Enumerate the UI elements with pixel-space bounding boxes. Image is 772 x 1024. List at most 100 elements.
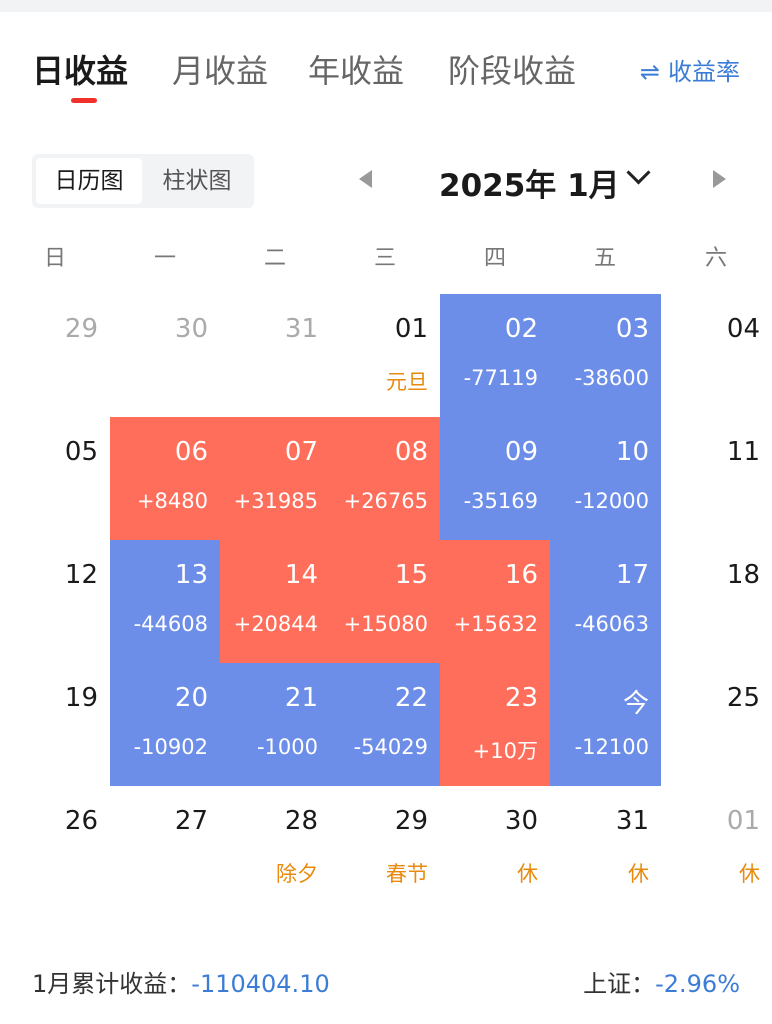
- calendar-day-cell[interactable]: 29: [0, 294, 110, 417]
- bar-view-button[interactable]: 柱状图: [162, 168, 232, 194]
- day-number: 今: [622, 689, 649, 719]
- holiday-label: 元旦: [386, 370, 428, 394]
- calendar-day-cell[interactable]: 01 元旦: [330, 294, 440, 417]
- return-rate-toggle[interactable]: ⇌ 收益率: [640, 52, 740, 87]
- previous-month-icon[interactable]: [359, 170, 372, 188]
- calendar-day-cell[interactable]: 03 -38600: [550, 294, 661, 417]
- daily-return-value: -46063: [574, 612, 649, 636]
- daily-return-value: -44608: [133, 612, 208, 636]
- calendar-day-cell[interactable]: 28 除夕: [220, 786, 330, 909]
- daily-return-value: +26765: [343, 489, 428, 513]
- calendar-day-cell[interactable]: 14 +20844: [220, 540, 330, 663]
- day-number: 03: [615, 314, 649, 344]
- calendar-day-cell[interactable]: 25: [661, 663, 772, 786]
- calendar-day-cell[interactable]: 16 +15632: [440, 540, 550, 663]
- calendar-day-cell[interactable]: 19: [0, 663, 110, 786]
- holiday-label: 春节: [386, 862, 428, 886]
- weekday-label: 二: [263, 246, 286, 271]
- calendar-day-cell[interactable]: 12: [0, 540, 110, 663]
- cumulative-return-label: 1月累计收益：: [32, 970, 192, 998]
- weekday-label: 五: [593, 246, 616, 271]
- day-number: 29: [394, 806, 428, 836]
- calendar-day-cell[interactable]: 07 +31985: [220, 417, 330, 540]
- calendar-day-cell[interactable]: 06 +8480: [110, 417, 220, 540]
- daily-return-value: -1000: [256, 735, 318, 759]
- daily-return-value: -12100: [574, 735, 649, 759]
- tab-period[interactable]: 阶段收益: [448, 52, 577, 90]
- next-month-icon[interactable]: [713, 170, 726, 188]
- day-number: 23: [504, 683, 538, 713]
- chevron-down-icon[interactable]: [626, 160, 651, 185]
- month-navigation: 2025年 1月: [340, 150, 740, 210]
- day-number: 12: [64, 560, 98, 590]
- day-number: 15: [394, 560, 428, 590]
- day-number: 09: [504, 437, 538, 467]
- day-number: 17: [615, 560, 649, 590]
- day-number: 11: [726, 437, 760, 467]
- day-number: 30: [174, 314, 208, 344]
- calendar-day-cell[interactable]: 04: [661, 294, 772, 417]
- calendar-day-cell[interactable]: 17 -46063: [550, 540, 661, 663]
- calendar-day-cell[interactable]: 31: [220, 294, 330, 417]
- day-number: 18: [726, 560, 760, 590]
- calendar-day-cell[interactable]: 13 -44608: [110, 540, 220, 663]
- day-number: 20: [174, 683, 208, 713]
- calendar-day-cell[interactable]: 20 -10902: [110, 663, 220, 786]
- calendar-day-cell[interactable]: 今 -12100: [550, 663, 661, 786]
- calendar-day-cell[interactable]: 22 -54029: [330, 663, 440, 786]
- tab-yearly[interactable]: 年收益: [308, 52, 405, 90]
- calendar-day-cell[interactable]: 27: [110, 786, 220, 909]
- holiday-label: 休: [517, 862, 538, 886]
- daily-return-value: -38600: [574, 366, 649, 390]
- day-number: 08: [394, 437, 428, 467]
- index-change: 上证：-2.96%: [583, 964, 740, 999]
- calendar-view-button[interactable]: 日历图: [36, 158, 142, 204]
- day-number: 14: [284, 560, 318, 590]
- active-tab-indicator: [71, 98, 97, 103]
- calendar-day-cell[interactable]: 21 -1000: [220, 663, 330, 786]
- weekday-label: 六: [704, 246, 727, 271]
- day-number: 01: [394, 314, 428, 344]
- calendar-day-cell[interactable]: 18: [661, 540, 772, 663]
- cumulative-return-value: -110404.10: [191, 970, 330, 998]
- calendar-day-cell[interactable]: 08 +26765: [330, 417, 440, 540]
- calendar-day-cell[interactable]: 11: [661, 417, 772, 540]
- holiday-label: 休: [739, 862, 760, 886]
- daily-return-value: -10902: [133, 735, 208, 759]
- day-number: 07: [284, 437, 318, 467]
- calendar-day-cell[interactable]: 10 -12000: [550, 417, 661, 540]
- daily-return-value: -54029: [353, 735, 428, 759]
- day-number: 01: [726, 806, 760, 836]
- swap-arrows-icon: ⇌: [639, 58, 660, 86]
- daily-return-value: +20844: [233, 612, 318, 636]
- calendar-day-cell[interactable]: 26: [0, 786, 110, 909]
- day-number: 26: [64, 806, 98, 836]
- calendar-day-cell[interactable]: 05: [0, 417, 110, 540]
- tab-monthly[interactable]: 月收益: [172, 52, 269, 90]
- calendar-day-cell[interactable]: 01 休: [661, 786, 772, 909]
- day-number: 31: [615, 806, 649, 836]
- day-number: 21: [284, 683, 318, 713]
- calendar-day-cell[interactable]: 02 -77119: [440, 294, 550, 417]
- day-number: 13: [174, 560, 208, 590]
- calendar-day-cell[interactable]: 30 休: [440, 786, 550, 909]
- daily-return-value: +31985: [233, 489, 318, 513]
- month-title[interactable]: 2025年 1月: [439, 168, 620, 204]
- daily-return-value: -12000: [574, 489, 649, 513]
- day-number: 10: [615, 437, 649, 467]
- calendar-day-cell[interactable]: 15 +15080: [330, 540, 440, 663]
- summary-footer: 1月累计收益：-110404.10 上证：-2.96%: [0, 958, 772, 1004]
- day-number: 25: [726, 683, 760, 713]
- period-tabs: 日收益 月收益 年收益 阶段收益 ⇌ 收益率: [0, 40, 772, 110]
- calendar-day-cell[interactable]: 31 休: [550, 786, 661, 909]
- index-change-value: -2.96%: [655, 970, 740, 998]
- tab-daily[interactable]: 日收益: [32, 52, 129, 90]
- calendar-day-cell[interactable]: 23 +10万: [440, 663, 550, 786]
- daily-return-value: +15080: [343, 612, 428, 636]
- calendar-day-cell[interactable]: 30: [110, 294, 220, 417]
- holiday-label: 休: [628, 862, 649, 886]
- daily-return-value: +10万: [472, 739, 538, 763]
- calendar-day-cell[interactable]: 29 春节: [330, 786, 440, 909]
- calendar-day-cell[interactable]: 09 -35169: [440, 417, 550, 540]
- weekday-header: 日一二三四五六: [0, 240, 772, 280]
